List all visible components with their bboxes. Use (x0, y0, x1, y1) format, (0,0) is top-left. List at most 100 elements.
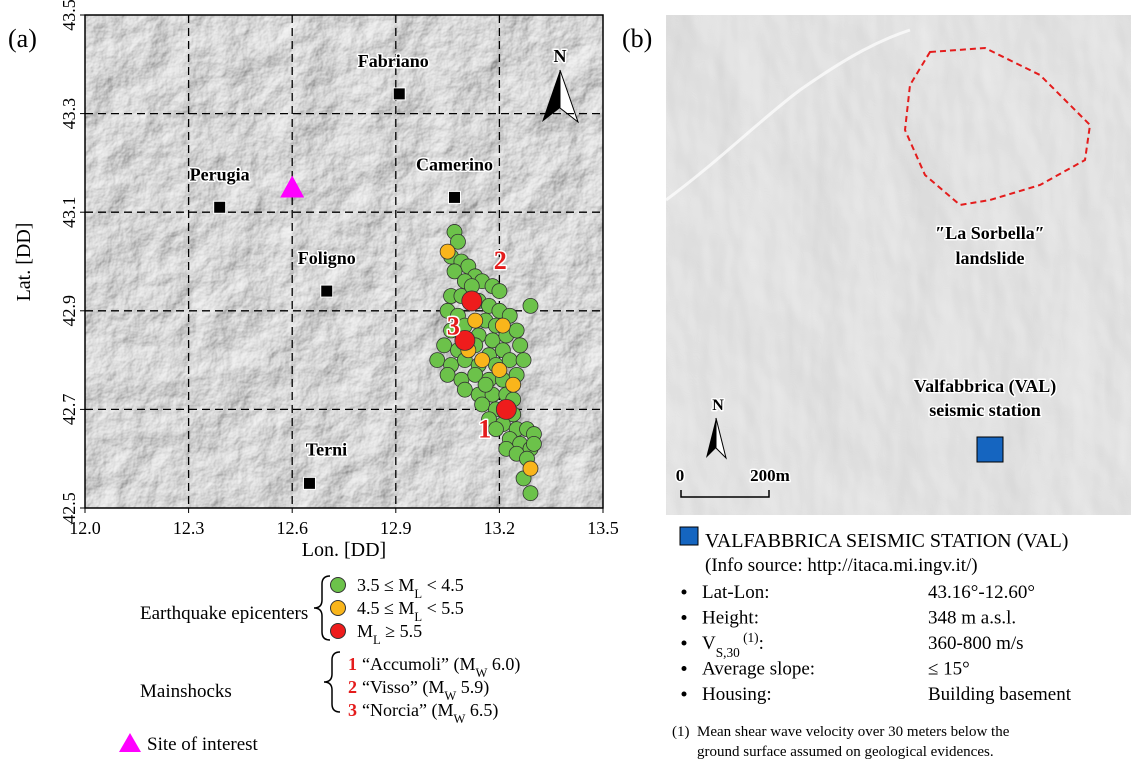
city-label: Foligno (298, 248, 356, 268)
legend-title: Earthquake epicenters (140, 603, 308, 624)
legend-label: ML ≥ 5.5 (357, 621, 422, 647)
epicenter (492, 362, 507, 377)
brace (324, 652, 340, 712)
info-label-part: S,30 (716, 645, 740, 660)
x-tick-label: 12.3 (173, 518, 205, 538)
station-label: seismic station (929, 400, 1041, 420)
mainshock-label: 1 (478, 414, 491, 443)
landslide-label: landslide (955, 248, 1024, 268)
info-label: Lat-Lon: (702, 582, 770, 603)
info-label-part: V (702, 633, 716, 654)
info-value: 360-800 m/s (928, 633, 1024, 654)
legend-swatch (331, 578, 346, 593)
station-source: (Info source: http://itaca.mi.ingv.it/) (705, 555, 978, 576)
info-label: Housing: (702, 684, 772, 705)
legend-swatch (331, 624, 346, 639)
city-label: Fabriano (358, 51, 429, 71)
epicenter (495, 318, 510, 333)
info-label-part: : (759, 633, 764, 654)
epicenter (457, 382, 472, 397)
epicenter (492, 284, 507, 299)
y-axis-label: Lat. [DD] (13, 223, 35, 302)
y-tick-label: 42.7 (59, 394, 79, 426)
y-tick-label: 42.9 (59, 295, 79, 327)
legend-label-part: L (414, 587, 422, 601)
bullet (682, 641, 687, 646)
legend-label-part: “Norcia” (M (362, 700, 453, 721)
epicenter (523, 298, 538, 313)
panel-label: (b) (622, 24, 652, 53)
epicenter (430, 353, 445, 368)
city-marker (449, 191, 461, 203)
x-tick-label: 13.5 (587, 518, 619, 538)
north-label: N (554, 46, 567, 66)
bullet (682, 692, 687, 697)
y-tick-label: 43.1 (59, 196, 79, 228)
epicenter (478, 377, 493, 392)
info-label: VS,30 (1): (702, 630, 764, 660)
legend-label: Site of interest (147, 734, 259, 755)
station-label: Valfabbrica (VAL) (914, 376, 1057, 397)
info-label-part: Lat-Lon: (702, 582, 770, 603)
y-tick-label: 43.3 (59, 98, 79, 130)
bullet (682, 666, 687, 671)
info-label: Height: (702, 608, 759, 629)
north-label: N (712, 397, 724, 414)
info-value: 348 m a.s.l. (928, 608, 1016, 629)
legend-label-part: 4.5 ≤ M (357, 598, 414, 618)
bullet (682, 615, 687, 620)
epicenter (526, 436, 541, 451)
epicenter (440, 367, 455, 382)
station-title: VALFABBRICA SEISMIC STATION (VAL) (705, 530, 1068, 552)
legend-title: Mainshocks (140, 681, 232, 702)
info-label-part: Housing: (702, 684, 772, 705)
epicenter (523, 461, 538, 476)
legend-number: 2 (348, 677, 357, 697)
station-marker (977, 437, 1003, 462)
legend-label: “Norcia” (MW 6.5) (362, 700, 498, 726)
epicenter (516, 353, 531, 368)
footnote-marker: (1) (672, 724, 690, 740)
x-axis-label: Lon. [DD] (302, 539, 386, 561)
legend-number: 1 (348, 654, 357, 674)
city-label: Perugia (190, 164, 250, 184)
info-label: Average slope: (702, 659, 815, 680)
footnote: Mean shear wave velocity over 30 meters … (697, 724, 1010, 740)
info-value: ≤ 15° (928, 659, 970, 680)
legend-label-part: “Visso” (M (362, 677, 444, 698)
legend-label-part: L (373, 633, 381, 647)
station-legend-swatch (680, 527, 698, 545)
legend-label-part: 3.5 ≤ M (357, 575, 414, 595)
epicenter (475, 353, 490, 368)
landslide-label: ″La Sorbella″ (935, 223, 1044, 243)
epicenter (462, 291, 482, 311)
legend-label-part: W (453, 712, 465, 726)
footnote: ground surface assumed on geological evi… (697, 744, 994, 760)
legend-swatch (331, 601, 346, 616)
x-tick-label: 12.6 (276, 518, 308, 538)
info-value: 43.16°-12.60° (928, 582, 1035, 603)
legend-label-part: 6.5) (465, 700, 498, 721)
legend-label-part: < 4.5 (422, 575, 464, 595)
mainshock-label: 2 (494, 246, 507, 275)
info-label-part: Height: (702, 608, 759, 629)
scale-label: 200m (750, 466, 790, 485)
panel-label: (a) (8, 24, 37, 53)
y-tick-label: 43.5 (59, 0, 79, 31)
city-marker (321, 285, 333, 297)
city-label: Camerino (416, 154, 493, 174)
legend-swatch (119, 733, 141, 752)
info-value: Building basement (928, 684, 1072, 705)
legend-label-part: M (357, 621, 373, 641)
legend-label-part: 5.9) (456, 677, 489, 698)
city-label: Terni (306, 439, 347, 459)
legend-label-part: 6.0) (487, 654, 520, 675)
legend-label-part: “Accumoli” (M (362, 654, 475, 675)
epicenter (468, 313, 483, 328)
epicenter (523, 486, 538, 501)
city-marker (393, 88, 405, 100)
epicenter (496, 399, 516, 419)
legend-number: 3 (348, 700, 357, 720)
epicenter (513, 338, 528, 353)
info-label-part: Average slope: (702, 659, 815, 680)
